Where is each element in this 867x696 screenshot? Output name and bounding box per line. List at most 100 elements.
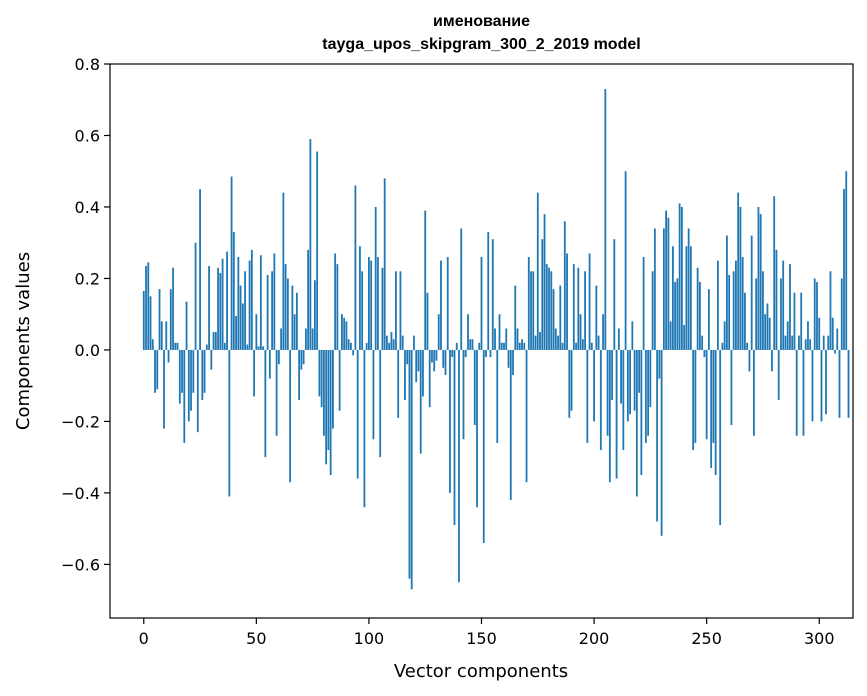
bar-26 (201, 349, 204, 400)
bar-75 (311, 328, 314, 350)
bar-233 (667, 217, 670, 350)
bar-261 (730, 349, 733, 425)
bar-202 (597, 335, 600, 350)
bar-272 (755, 278, 758, 350)
bar-201 (595, 285, 598, 350)
bar-274 (759, 214, 762, 350)
bar-257 (721, 342, 724, 350)
bar-245 (694, 349, 697, 443)
bar-256 (719, 349, 722, 526)
bar-33 (217, 267, 219, 350)
bar-188 (566, 253, 568, 350)
bar-36 (223, 342, 226, 350)
bar-176 (539, 332, 541, 350)
bar-174 (534, 335, 537, 350)
bar-285 (784, 335, 787, 350)
y-tick-label-4: 0.2 (75, 269, 100, 288)
bar-311 (843, 189, 845, 350)
y-tick-label-7: 0.8 (75, 55, 100, 74)
bar-216 (629, 349, 631, 415)
bar-219 (635, 349, 638, 497)
bar-43 (239, 285, 242, 350)
bar-79 (320, 349, 323, 408)
bar-45 (244, 271, 246, 350)
bar-200 (593, 349, 595, 422)
bar-136 (449, 349, 451, 493)
bar-89 (343, 317, 346, 350)
bar-300 (818, 317, 821, 350)
bar-168 (521, 339, 523, 350)
bar-198 (588, 253, 591, 350)
bar-47 (248, 260, 251, 350)
bar-159 (500, 342, 503, 350)
bar-263 (735, 260, 737, 350)
bar-84 (332, 349, 334, 429)
bar-113 (397, 349, 400, 418)
bar-183 (554, 328, 557, 350)
bar-279 (771, 349, 773, 372)
y-tick-label-6: 0.6 (75, 126, 100, 145)
bar-58 (273, 253, 276, 350)
bar-308 (836, 328, 839, 350)
bar-172 (530, 271, 532, 350)
bar-69 (298, 349, 301, 400)
bar-49 (253, 349, 255, 397)
bar-167 (518, 342, 521, 350)
bar-39 (230, 176, 233, 350)
bar-294 (804, 339, 807, 350)
bar-53 (262, 346, 264, 350)
bar-251 (708, 289, 710, 350)
bar-207 (608, 349, 611, 483)
bar-205 (604, 89, 607, 350)
bar-143 (464, 349, 467, 358)
bar-217 (631, 321, 634, 350)
bar-242 (687, 228, 690, 350)
bar-18 (183, 349, 186, 443)
bar-252 (710, 349, 713, 468)
bar-109 (388, 342, 391, 350)
bar-212 (620, 349, 622, 404)
bar-118 (408, 349, 411, 579)
bar-288 (791, 335, 794, 350)
x-tick-label-0: 0 (139, 629, 149, 648)
bar-232 (665, 210, 668, 350)
bar-277 (766, 303, 769, 350)
bar-271 (753, 349, 755, 436)
bar-1 (145, 265, 147, 350)
bar-197 (586, 349, 589, 443)
bar-82 (327, 349, 330, 451)
bar-155 (491, 239, 494, 350)
bar-296 (809, 339, 812, 350)
bar-139 (455, 342, 458, 350)
x-tick-label-150: 150 (466, 629, 497, 648)
bar-67 (293, 314, 296, 350)
bar-275 (762, 271, 764, 350)
bar-225 (649, 349, 652, 408)
bar-137 (451, 349, 454, 358)
bar-130 (435, 349, 438, 361)
bar-157 (496, 349, 499, 443)
bar-191 (572, 264, 575, 350)
bar-3 (149, 296, 152, 350)
bar-170 (525, 349, 528, 483)
bar-55 (266, 274, 269, 350)
bar-111 (392, 339, 395, 350)
bar-175 (536, 192, 539, 350)
bar-234 (669, 321, 672, 350)
bar-70 (300, 349, 303, 370)
bar-64 (286, 278, 289, 350)
bar-80 (322, 349, 325, 436)
bar-13 (172, 267, 174, 350)
bar-160 (503, 342, 505, 350)
bar-169 (523, 342, 526, 350)
bar-74 (309, 139, 312, 350)
bar-151 (482, 349, 485, 543)
bar-253 (712, 349, 715, 443)
bar-153 (487, 231, 490, 350)
bar-119 (410, 349, 413, 590)
bar-145 (469, 339, 472, 350)
bar-299 (816, 282, 818, 350)
bar-108 (386, 335, 388, 350)
bar-291 (798, 335, 800, 350)
bar-87 (338, 349, 341, 411)
